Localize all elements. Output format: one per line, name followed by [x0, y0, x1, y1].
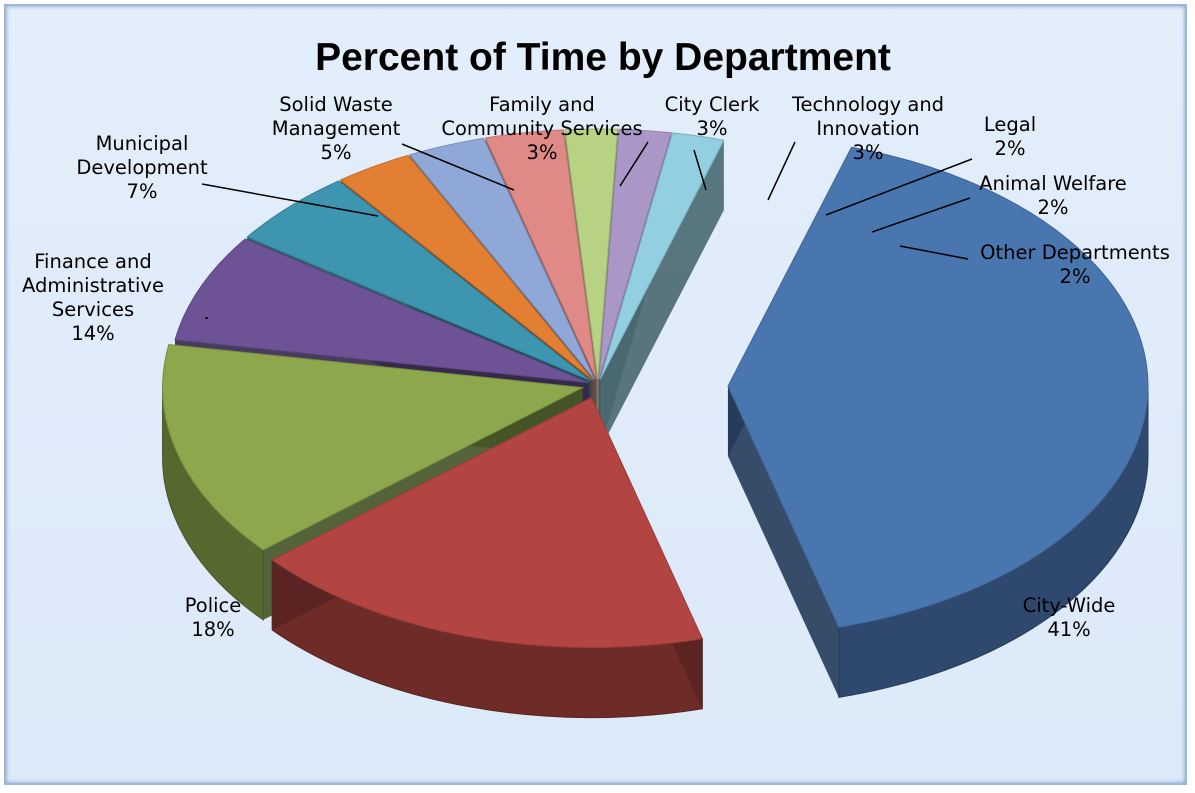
slice-label: City-Wide 41%	[1023, 594, 1116, 641]
slice-top	[564, 128, 619, 380]
slice-label: Technology and Innovation 3%	[791, 93, 944, 164]
slice-top	[246, 180, 592, 382]
slice-top	[408, 137, 595, 380]
slice-label: Solid Waste Management 5%	[272, 93, 401, 164]
leader-line	[693, 149, 707, 191]
leader-line	[899, 245, 969, 260]
slice-label: Municipal Development 7%	[76, 132, 208, 203]
pie-slice-other-departments	[599, 132, 725, 450]
slice-top	[339, 154, 594, 381]
pie-slice-police	[271, 396, 704, 719]
leader-lines	[201, 141, 973, 319]
slice-label: Other Departments 2%	[980, 241, 1170, 288]
leader-line	[401, 143, 515, 191]
pie-slices	[162, 128, 1149, 719]
slice-top	[598, 128, 672, 380]
slice-top	[599, 132, 725, 380]
slice-labels: City-Wide 41% Police 18% Finance and Administ…	[22, 93, 1170, 641]
leader-line	[619, 141, 649, 187]
leader-line	[767, 141, 796, 201]
leader-line	[871, 197, 971, 233]
slice-top	[162, 344, 585, 551]
slice-top	[727, 146, 1149, 628]
slice-label: Police 18%	[185, 594, 242, 641]
slice-top	[484, 129, 597, 380]
slice-label: Legal 2%	[984, 113, 1036, 160]
leader-line	[201, 183, 379, 217]
slice-top	[271, 396, 704, 649]
leader-line	[825, 158, 973, 216]
slice-top	[174, 238, 589, 384]
pie-slice-city-wide	[727, 146, 1149, 698]
slice-label: Finance and Administrative Services 14%	[22, 250, 164, 345]
slice-label: City Clerk 3%	[665, 93, 760, 140]
slice-label: Family and Community Services 3%	[441, 93, 642, 164]
chart-title: Percent of Time by Department	[315, 36, 891, 79]
slice-label: Animal Welfare 2%	[979, 172, 1127, 219]
